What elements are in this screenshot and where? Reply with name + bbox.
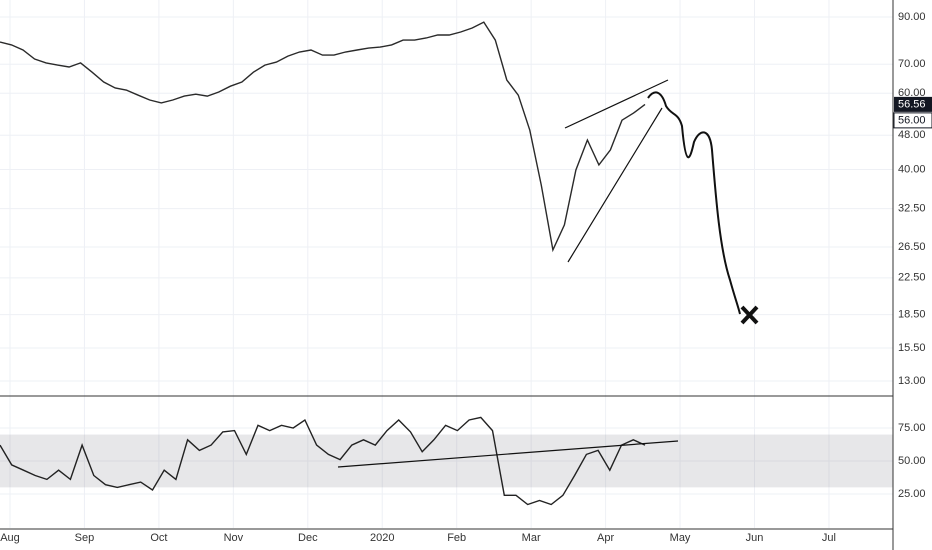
series-line	[0, 21, 646, 253]
rsi-band	[0, 434, 893, 488]
x-tick-label: Oct	[150, 532, 167, 544]
rsi-band-layer	[0, 434, 893, 488]
y-tick-label: 15.50	[898, 342, 926, 354]
price-marker-label: 56.56	[898, 98, 926, 110]
price-marker-box	[894, 96, 932, 112]
rsi-trend-line	[337, 440, 679, 468]
labels: 90.00 70.00 60.00 48.00 40.00 32.50 26.50 22.50…	[0, 11, 932, 544]
trend-line	[564, 79, 669, 129]
y-tick-label: 22.50	[898, 272, 926, 284]
x-tick-label: Sep	[75, 532, 95, 544]
x-tick-label: Apr	[597, 532, 614, 544]
y-tick-label: 26.50	[898, 241, 926, 253]
x-tick-label: May	[670, 532, 691, 544]
y-tick-label: 60.00	[898, 87, 926, 99]
x-tick-label: Mar	[522, 532, 541, 544]
y-tick-label: 40.00	[898, 163, 926, 175]
price-marker-box	[893, 112, 932, 129]
x-tick-label: Jun	[746, 532, 764, 544]
grid	[0, 0, 893, 528]
series-layer	[0, 21, 646, 506]
y-tick-label: 48.00	[898, 129, 926, 141]
x-tick-label: Dec	[298, 532, 318, 544]
x-tick-label: Feb	[447, 532, 466, 544]
y-tick-label: 70.00	[898, 58, 926, 70]
target-x	[740, 305, 759, 325]
y-tick-label: 18.50	[898, 309, 926, 321]
y-tick-label: 75.00	[898, 422, 926, 434]
x-tick-label: 2020	[370, 532, 394, 544]
series-line	[0, 416, 646, 506]
y-tick-label: 13.00	[898, 375, 926, 387]
x-tick-label: Aug	[0, 532, 20, 544]
y-tick-label: 90.00	[898, 11, 926, 23]
projection-path	[647, 91, 741, 315]
y-tick-label: 32.50	[898, 203, 926, 215]
y-tick-label: 50.00	[898, 455, 926, 467]
trend-line	[567, 107, 663, 263]
y-tick-label: 25.00	[898, 488, 926, 500]
price-marker-label: 56.00	[898, 114, 926, 126]
drawings	[337, 79, 759, 468]
x-tick-label: Nov	[224, 532, 244, 544]
x-tick-label: Jul	[822, 532, 836, 544]
